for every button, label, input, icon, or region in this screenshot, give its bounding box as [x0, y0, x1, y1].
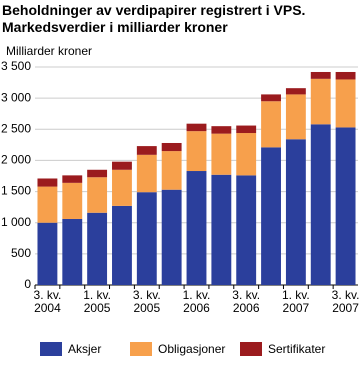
y-axis-label: Milliarder kroner — [6, 44, 92, 58]
bar-segment — [112, 205, 132, 285]
bar-segment — [87, 169, 108, 178]
x-tick-label: 3. kv. 2005 — [132, 288, 161, 315]
bar-segment — [335, 79, 356, 128]
y-tick-label: 0 — [24, 277, 31, 291]
legend-swatch — [40, 342, 62, 356]
bar-segment — [112, 169, 132, 206]
x-tick-label: 3. kv. 2006 — [232, 288, 261, 315]
bar-segment — [211, 174, 232, 285]
y-tick-label: 1 500 — [1, 184, 31, 198]
bar-segment — [87, 212, 108, 285]
chart-title: Beholdninger av verdipapirer registrert … — [2, 2, 306, 35]
x-tick-label: 1. kv. 2006 — [182, 288, 211, 315]
bar-segment — [236, 125, 257, 134]
x-tick-label: 1. kv. 2005 — [83, 288, 111, 315]
x-tick-label: 3. kv. 2007 — [331, 288, 360, 315]
bar-segment — [112, 161, 132, 170]
bar-segment — [310, 78, 331, 125]
x-tick-label: 3. kv. 2004 — [33, 288, 62, 315]
bar-segment — [186, 131, 207, 172]
bar-segment — [261, 147, 281, 285]
x-tick-label: 1. kv. 2007 — [281, 288, 310, 315]
bar-segment — [186, 171, 207, 285]
y-tick-label: 3 500 — [1, 59, 31, 73]
legend-label: Sertifikater — [268, 342, 325, 356]
y-tick-label: 2 500 — [1, 121, 31, 135]
bar-segment — [62, 182, 83, 219]
bar-segment — [310, 71, 331, 79]
bar-segment — [335, 71, 356, 80]
legend-label: Obligasjoner — [158, 342, 225, 356]
bar-segment — [136, 154, 157, 193]
bar-segment — [236, 175, 257, 285]
bar-segment — [136, 192, 157, 285]
bar-segment — [261, 94, 281, 102]
bar-segment — [236, 133, 257, 176]
bar-segment — [335, 127, 356, 285]
legend-swatch — [240, 342, 262, 356]
bar-segment — [161, 189, 182, 285]
y-tick-label: 2 000 — [1, 153, 31, 167]
bar-segment — [285, 139, 306, 285]
y-tick-label: 500 — [11, 246, 31, 260]
legend-swatch — [130, 342, 152, 356]
bar-segment — [37, 186, 58, 223]
bar-segment — [37, 178, 58, 187]
bar-segment — [310, 124, 331, 285]
bar-segment — [261, 101, 281, 148]
y-tick-label: 3 000 — [1, 90, 31, 104]
bar-segment — [87, 177, 108, 213]
bar-segment — [62, 175, 83, 183]
bar-segment — [161, 151, 182, 190]
bar-segment — [211, 133, 232, 175]
legend-label: Aksjer — [68, 342, 101, 356]
bar-segment — [285, 94, 306, 140]
bar-segment — [136, 146, 157, 155]
y-tick-label: 1 000 — [1, 215, 31, 229]
bar-segment — [285, 88, 306, 95]
bar-segment — [186, 123, 207, 132]
bar-segment — [161, 142, 182, 152]
bar-segment — [62, 218, 83, 285]
bar-segment — [37, 222, 58, 285]
bar-segment — [211, 126, 232, 134]
